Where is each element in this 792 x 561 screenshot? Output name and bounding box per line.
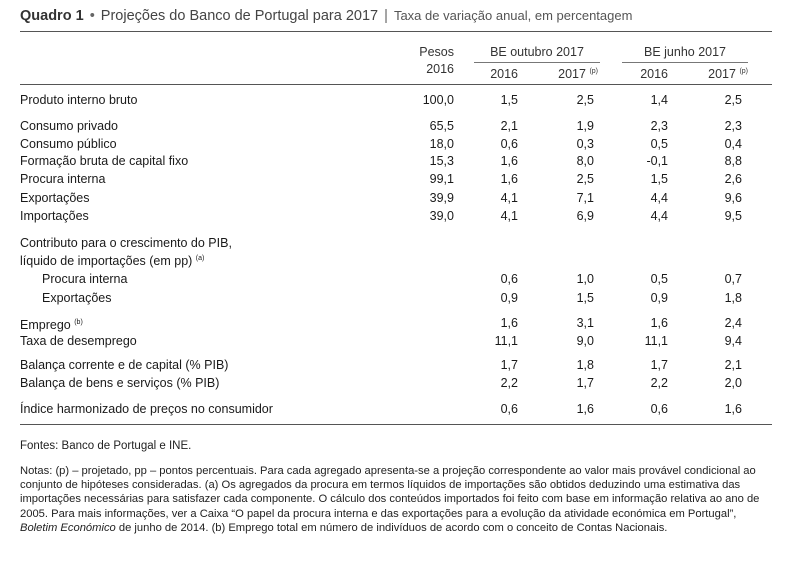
table-row: Emprego (b) 1,6 3,1 1,6 2,4 <box>20 316 742 333</box>
notes: Notas: (p) – projetado, pp – pontos perc… <box>20 465 760 534</box>
page-title: Quadro 1 • Projeções do Banco de Portuga… <box>20 8 632 24</box>
header-group-june: BE junho 2017 <box>643 45 726 59</box>
group-rule-june <box>622 62 748 63</box>
contrib-heading-line2: líquido de importações (em pp) (a) <box>20 254 205 269</box>
table-row: Taxa de desemprego 11,1 9,0 11,1 9,4 <box>20 334 742 348</box>
table-row: Balança corrente e de capital (% PIB) 1,… <box>20 358 742 372</box>
notes-italic: Boletim Económico <box>20 521 116 534</box>
header-pesos-year: 2016 <box>426 62 454 76</box>
table-row: Importações 39,0 4,1 6,9 4,4 9,5 <box>20 209 742 223</box>
table-row: Consumo privado 65,5 2,1 1,9 2,3 2,3 <box>20 119 742 133</box>
header-jun-2017: 2017 (p) <box>708 67 748 81</box>
top-rule <box>20 31 772 32</box>
header-rule <box>20 84 772 85</box>
table-row: Exportações 0,9 1,5 0,9 1,8 <box>42 291 742 305</box>
table-title: Projeções do Banco de Portugal para 2017 <box>100 8 379 24</box>
group-rule-october <box>474 62 600 63</box>
table-row: Produto interno bruto 100,0 1,5 2,5 1,4 2,5 <box>20 93 742 107</box>
header-oct-2017: 2017 (p) <box>558 67 598 81</box>
sources: Fontes: Banco de Portugal e INE. <box>20 440 192 452</box>
header-pesos: Pesos <box>419 45 454 59</box>
title-bullet: • <box>89 8 95 24</box>
contrib-heading: Contributo para o crescimento do PIB, <box>20 236 232 250</box>
header-group-october: BE outubro 2017 <box>490 45 584 59</box>
table-row: Formação bruta de capital fixo 15,3 1,6 8,… <box>20 154 742 168</box>
table-subtitle: Taxa de variação anual, em percentagem <box>393 8 633 23</box>
table-row: Procura interna 0,6 1,0 0,5 0,7 <box>42 272 742 286</box>
header-oct-2016: 2016 <box>490 67 518 81</box>
table-row: Consumo público 18,0 0,6 0,3 0,5 0,4 <box>20 137 742 151</box>
table-row: Exportações 39,9 4,1 7,1 4,4 9,6 <box>20 191 742 205</box>
title-separator: | <box>384 8 388 24</box>
table-row: Procura interna 99,1 1,6 2,5 1,5 2,6 <box>20 172 742 186</box>
table-number: Quadro 1 <box>20 8 84 24</box>
table-row: Balança de bens e serviços (% PIB) 2,2 1,… <box>20 376 742 390</box>
table-row: Índice harmonizado de preços no consumid… <box>20 402 742 416</box>
bottom-rule <box>20 424 772 425</box>
header-jun-2016: 2016 <box>640 67 668 81</box>
